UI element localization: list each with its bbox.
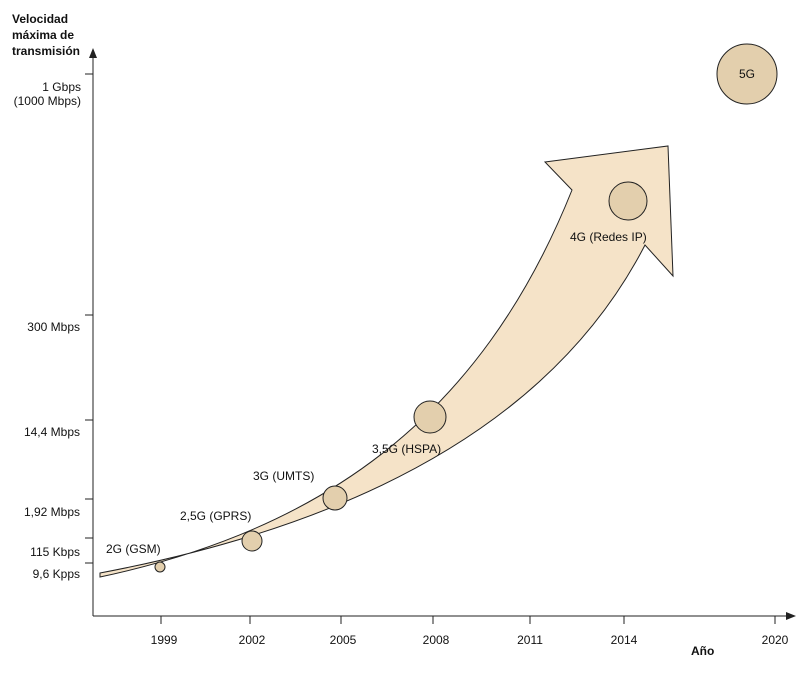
y-label-9-6kpps: 9,6 Kpps [33, 567, 80, 581]
y-label-line: 115 Kbps [30, 545, 80, 559]
circle-5g [716, 43, 778, 105]
y-ticks [85, 73, 93, 564]
x-tick-label: 2008 [422, 633, 450, 647]
y-label-line: 300 Mbps [27, 320, 80, 334]
label-2-5g: 2,5G (GPRS) [180, 509, 252, 523]
x-tick-label: 1999 [150, 633, 178, 647]
circle-4g [608, 181, 648, 221]
circle-3g [322, 485, 348, 511]
circle-3-5g [413, 400, 447, 434]
label-2g: 2G (GSM) [106, 542, 161, 556]
x-axis-arrowhead [786, 612, 796, 620]
y-label-line: 14,4 Mbps [23, 425, 80, 439]
circle-2-5g [241, 530, 263, 552]
x-tick-label: 2002 [238, 633, 266, 647]
y-axis-title: Velocidad máxima de transmisión [12, 11, 80, 59]
y-label-115kbps: 115 Kbps [30, 545, 80, 559]
x-tick-label: 2011 [517, 633, 543, 647]
label-3g: 3G (UMTS) [253, 469, 315, 483]
label-3-5g: 3,5G (HSPA) [372, 442, 442, 456]
x-tick-label: 2020 [761, 633, 789, 647]
y-label-300mbps: 300 Mbps [27, 320, 80, 334]
x-ticks [160, 616, 776, 624]
y-label-1-92mbps: 1,92 Mbps [24, 505, 80, 519]
x-tick-label: 2005 [329, 633, 357, 647]
y-label-1gbps: 1 Gbps (1000 Mbps) [14, 80, 81, 108]
y-label-line: 9,6 Kpps [32, 567, 80, 581]
y-axis-title-line: transmisión [12, 44, 81, 58]
label-5g: 5G [739, 67, 756, 81]
y-label-14-4mbps: 14,4 Mbps [24, 425, 80, 439]
y-axis-title-line: Velocidad [12, 12, 69, 26]
y-label-line: (1000 Mbps) [13, 94, 81, 108]
circle-2g [154, 561, 166, 573]
x-tick-label: 2014 [610, 633, 638, 647]
y-label-line: 1 Gbps [42, 80, 81, 94]
label-4g: 4G (Redes IP) [570, 230, 647, 244]
generation-circles [154, 43, 778, 573]
x-axis-title: Año [691, 644, 715, 658]
y-label-line: 1,92 Mbps [23, 505, 80, 519]
y-axis-arrowhead [89, 48, 97, 58]
y-axis-title-line: máxima de [12, 28, 75, 42]
